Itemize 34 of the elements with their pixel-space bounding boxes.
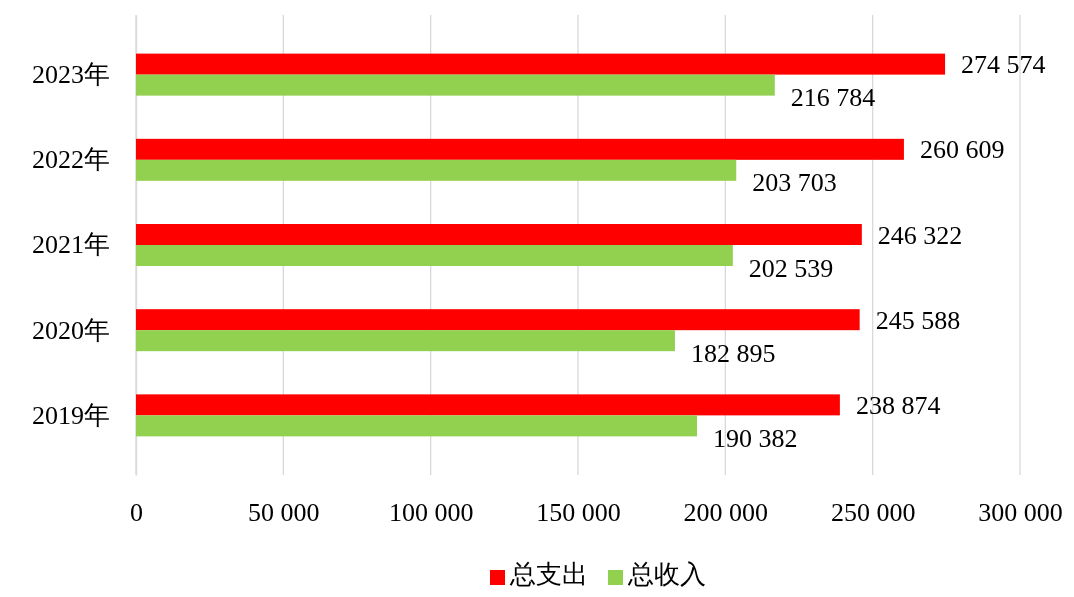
bar (136, 138, 904, 160)
data-label: 274 574 (961, 50, 1046, 80)
data-label: 260 609 (919, 135, 1005, 165)
bar (136, 394, 840, 416)
bar (136, 53, 946, 75)
data-label: 190 382 (712, 423, 798, 453)
x-tick-label: 0 (130, 498, 143, 528)
bar (136, 159, 737, 181)
data-label: 182 895 (690, 338, 776, 368)
x-tick-label: 100 000 (388, 498, 474, 528)
bar (136, 309, 860, 331)
x-tick-label: 300 000 (978, 498, 1063, 528)
y-tick-label: 2021年 (32, 230, 110, 260)
data-label: 245 588 (875, 305, 961, 335)
x-tick-label: 250 000 (830, 498, 916, 528)
bar (136, 245, 733, 266)
y-tick-label: 2022年 (32, 145, 110, 175)
x-tick-label: 200 000 (683, 498, 769, 528)
bar (136, 330, 675, 352)
y-tick-label: 2019年 (32, 400, 110, 430)
legend-label: 总收入 (627, 560, 706, 589)
data-label: 246 322 (877, 220, 963, 250)
data-label: 202 539 (748, 253, 834, 283)
data-label: 238 874 (855, 390, 941, 420)
bar (136, 224, 862, 245)
y-tick-label: 2020年 (32, 315, 110, 345)
legend-label: 总支出 (509, 560, 588, 589)
x-tick-label: 150 000 (536, 498, 621, 528)
bar (136, 415, 697, 437)
data-label: 216 784 (790, 83, 876, 113)
data-label: 203 703 (752, 168, 837, 198)
x-tick-label: 50 000 (248, 498, 320, 528)
y-tick-label: 2023年 (32, 59, 110, 89)
bar (136, 74, 775, 96)
